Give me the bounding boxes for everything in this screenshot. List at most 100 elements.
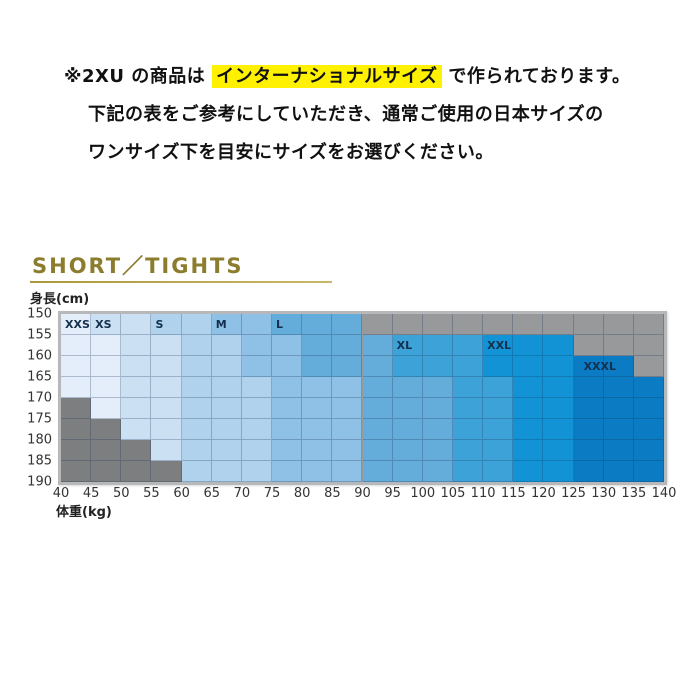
size-cell [302,461,333,482]
y-tick-label: 160 [27,348,52,364]
size-cell [633,398,664,419]
x-tick-label: 140 [651,486,677,501]
x-tick-label: 125 [561,486,586,501]
size-cell [543,461,574,482]
size-cell [362,335,393,356]
size-cell [272,461,303,482]
size-cell [573,440,604,461]
size-cell [603,335,634,356]
size-cell [61,335,92,356]
size-cell [573,356,604,377]
size-cell [121,440,152,461]
size-cell [513,314,544,335]
size-cell [211,314,242,335]
size-cell [603,356,634,377]
size-cell [422,377,453,398]
size-cell [362,377,393,398]
size-cell [543,419,574,440]
size-cell [422,440,453,461]
x-tick-label: 60 [173,486,190,501]
size-cell [483,440,514,461]
size-cell [452,356,484,377]
size-cell [332,419,363,440]
size-cell [121,356,152,377]
size-cell [513,461,544,482]
size-cell [422,419,453,440]
size-cell [181,356,212,377]
size-cell [332,314,363,335]
size-cell [91,461,122,482]
size-cell [61,356,92,377]
size-cell [151,356,182,377]
size-cell [151,398,182,419]
size-cell [452,419,484,440]
size-cell [603,377,634,398]
x-tick-label: 65 [203,486,221,501]
size-cell [61,461,92,482]
size-cell [452,377,484,398]
size-cell [241,419,273,440]
notice-line-2: 下記の表をご参考にしていただき、通常ご使用の日本サイズの [88,104,604,125]
notice-line1-suffix: で作られております。 [448,66,631,87]
size-cell [151,419,182,440]
y-tick-label: 165 [27,369,52,385]
size-cell [151,461,182,482]
y-axis-title: 身長(cm) [30,292,90,307]
x-tick-label: 50 [113,486,130,501]
notice-line1-prefix: ※2XU の商品は [64,66,206,87]
size-cell [513,398,544,419]
notice-line-3: ワンサイズ下を目安にサイズをお選びください。 [88,142,494,163]
title-underline [30,281,332,283]
size-cell [513,440,544,461]
size-cell [91,335,122,356]
size-cell [392,440,423,461]
notice-highlight: インターナショナルサイズ [212,65,442,88]
size-cell [151,335,182,356]
size-cell [181,419,212,440]
size-chart-grid: XXS XS S M L XL XXL XXXL [58,311,667,485]
size-cell [61,314,92,335]
size-cell [452,335,484,356]
size-cell [603,461,634,482]
x-tick-label: 120 [530,486,556,501]
size-cell [181,314,212,335]
size-zone-label: M [215,318,227,331]
size-cell [573,314,604,335]
size-cell [513,419,544,440]
size-cell [272,314,303,335]
size-cell [181,440,212,461]
size-cell [272,398,303,419]
x-tick-label: 115 [500,486,526,501]
size-cell [332,356,363,377]
size-cell [61,440,92,461]
size-cell [181,335,212,356]
size-cell [603,419,634,440]
size-cell [362,398,393,419]
size-cell [151,314,182,335]
size-cell [302,335,333,356]
size-cell [573,419,604,440]
size-cell [422,356,453,377]
size-cell [272,440,303,461]
x-tick-label: 90 [354,486,371,501]
size-cell [241,377,273,398]
size-cell [241,461,273,482]
size-cell [543,398,574,419]
size-cell [362,314,393,335]
size-zone-label: L [276,318,284,331]
size-cell [513,335,544,356]
size-cell [241,356,273,377]
y-tick-label: 170 [27,390,52,406]
x-tick-label: 110 [470,486,496,501]
size-cell [483,377,514,398]
size-cell [603,314,634,335]
size-cell [121,419,152,440]
size-cell [121,314,152,335]
size-cell [151,440,182,461]
size-cell [211,356,242,377]
size-cell [513,356,544,377]
x-axis-title: 体重(kg) [56,505,112,520]
size-cell [633,314,664,335]
size-cell [332,461,363,482]
x-tick-label: 70 [233,486,251,501]
